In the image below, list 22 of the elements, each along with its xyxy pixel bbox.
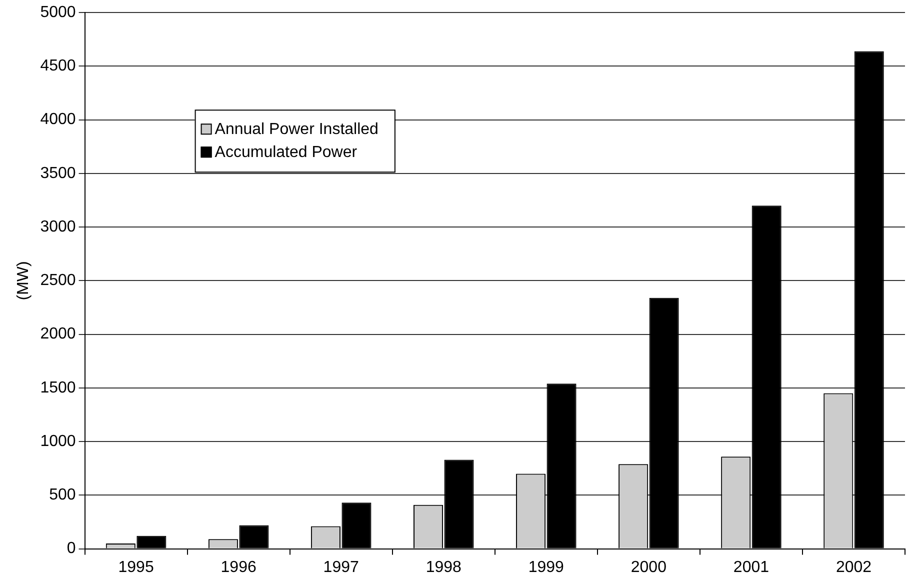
legend-label: Accumulated Power: [214, 144, 358, 162]
x-tick-label: 2000: [630, 558, 667, 576]
y-tick-label: 500: [49, 486, 76, 504]
y-tick-label: 3500: [40, 164, 76, 182]
x-tick-label: 2002: [836, 558, 872, 576]
x-tick-label: 1997: [323, 558, 360, 576]
y-axis-title: (MW): [15, 261, 32, 300]
y-tick-label: 1500: [40, 379, 76, 396]
y-tick-label: 5000: [40, 4, 76, 22]
y-tick-label: 4000: [40, 111, 76, 128]
y-tick-label: 4500: [40, 58, 76, 75]
y-tick-label: 0: [66, 540, 76, 558]
x-tick-label: 1995: [118, 558, 154, 576]
y-tick-label: 2000: [40, 326, 76, 343]
legend-label: Annual Power Installed: [214, 121, 378, 138]
y-tick-label: 2500: [40, 272, 76, 290]
x-tick-label: 1998: [426, 558, 462, 576]
x-tick-label: 1999: [528, 558, 564, 576]
y-tick-label: 3000: [40, 218, 76, 236]
x-tick-label: 2001: [733, 558, 770, 576]
x-tick-label: 1996: [220, 558, 256, 576]
y-tick-label: 1000: [40, 432, 76, 450]
